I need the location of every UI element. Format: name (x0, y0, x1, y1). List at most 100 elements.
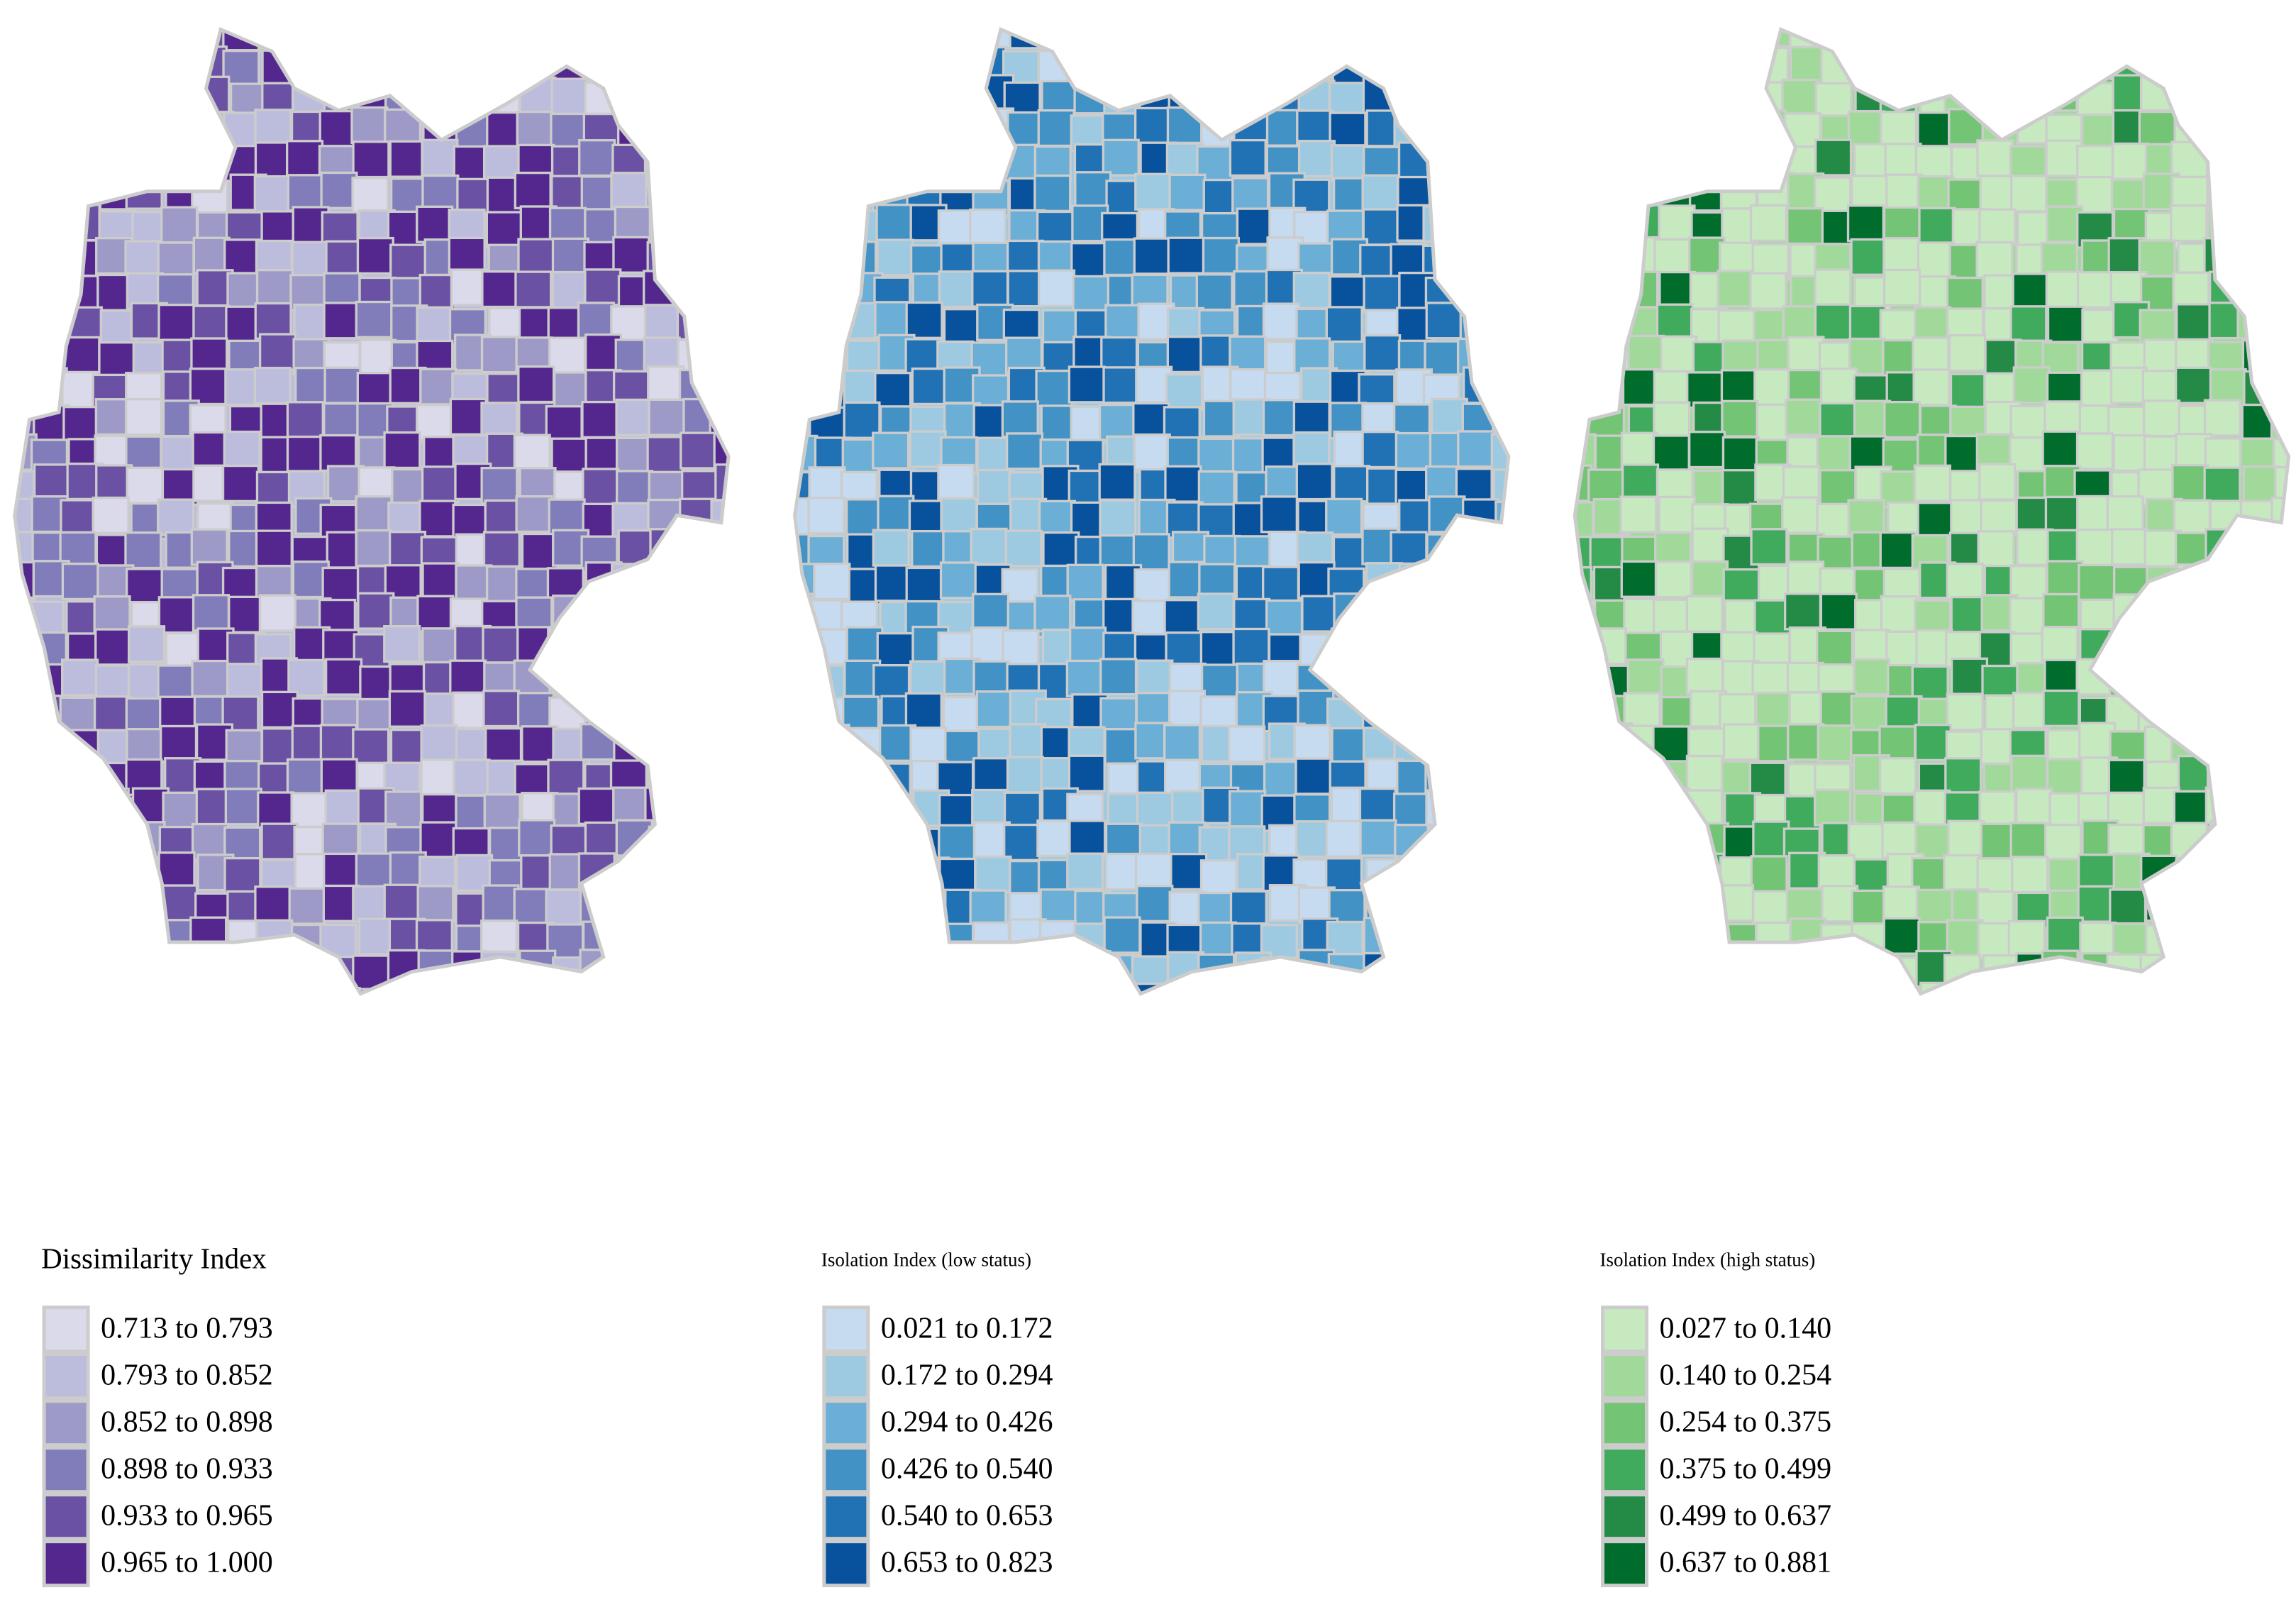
district (643, 597, 681, 636)
district (545, 888, 583, 927)
district (1529, 858, 1564, 893)
district (1168, 48, 1207, 86)
district (2076, 82, 2114, 120)
district (1816, 629, 1854, 668)
district (741, 503, 777, 539)
district (1362, 76, 1400, 114)
district (1132, 533, 1170, 571)
district (2204, 727, 2242, 766)
district (1816, 435, 1854, 473)
district (710, 499, 729, 537)
district (420, 78, 458, 116)
district (1200, 663, 1239, 702)
district (1850, 238, 1888, 276)
district (1752, 820, 1790, 858)
district (675, 629, 713, 668)
district (1658, 495, 1696, 534)
district (1787, 336, 1825, 374)
district (940, 145, 978, 184)
district (1136, 659, 1174, 697)
district (421, 562, 460, 600)
district (1882, 885, 1921, 924)
district (1982, 954, 2020, 993)
district (2237, 822, 2275, 860)
district (712, 29, 729, 53)
district (679, 983, 718, 994)
district (1008, 952, 1046, 990)
district (260, 822, 299, 861)
district (872, 663, 911, 702)
district (1069, 29, 1107, 50)
district (1070, 242, 1109, 280)
district (1979, 175, 2017, 213)
district (1575, 302, 1601, 341)
district (682, 533, 720, 571)
legend-label: 0.021 to 0.172 (881, 1312, 1053, 1344)
district (2107, 758, 2146, 797)
legend-swatch (1601, 1540, 1649, 1588)
district (1360, 983, 1399, 994)
district (845, 762, 884, 800)
district (2040, 74, 2078, 112)
district (520, 41, 559, 79)
district (1333, 592, 1371, 631)
district (1397, 29, 1436, 49)
district (743, 729, 779, 765)
district (744, 565, 780, 600)
district (1428, 29, 1466, 50)
district (2012, 366, 2051, 404)
district (1980, 81, 2018, 119)
district (160, 435, 198, 474)
district (482, 626, 520, 664)
district (1814, 303, 1852, 341)
legend-label: 0.965 to 1.000 (101, 1546, 273, 1579)
district (93, 859, 131, 898)
district (1428, 145, 1466, 183)
district (1621, 236, 1659, 275)
district (645, 954, 683, 993)
district (1656, 108, 1695, 146)
district (1136, 884, 1174, 923)
district (2012, 80, 2050, 118)
legend-swatch (1601, 1399, 1649, 1447)
district (909, 430, 947, 468)
district (715, 341, 729, 379)
district (1819, 592, 1858, 631)
district (29, 304, 67, 342)
district (2043, 47, 2082, 85)
district (1103, 916, 1141, 954)
district (1165, 373, 1204, 412)
district (1749, 204, 1787, 242)
district (1528, 14, 1563, 50)
district (714, 463, 729, 502)
district (682, 29, 721, 51)
district (484, 727, 523, 766)
district (67, 956, 105, 994)
district (1488, 29, 1509, 54)
district (485, 211, 523, 249)
district (14, 661, 39, 700)
district (877, 495, 915, 533)
district (1847, 499, 1885, 537)
district (1975, 241, 2014, 280)
district (2175, 858, 2213, 897)
district (129, 949, 167, 988)
district (711, 658, 729, 697)
district (1881, 821, 1919, 859)
district (642, 853, 680, 891)
district (254, 109, 292, 147)
legend-label: 0.637 to 0.881 (1660, 1546, 1832, 1579)
district (1260, 923, 1298, 962)
district (1461, 29, 1499, 53)
district (550, 77, 589, 116)
district (1426, 722, 1465, 761)
district (1588, 309, 1626, 347)
district (2210, 179, 2248, 217)
district (2208, 917, 2246, 956)
district (610, 172, 648, 210)
district (939, 561, 977, 600)
district (748, 796, 784, 832)
district (126, 466, 164, 504)
district (1752, 890, 1790, 928)
district (1587, 790, 1626, 829)
